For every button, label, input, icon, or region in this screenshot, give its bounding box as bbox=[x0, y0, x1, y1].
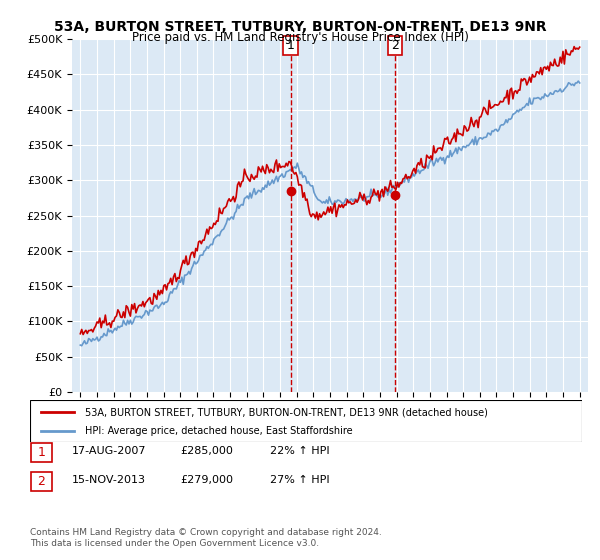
Text: 53A, BURTON STREET, TUTBURY, BURTON-ON-TRENT, DE13 9NR: 53A, BURTON STREET, TUTBURY, BURTON-ON-T… bbox=[53, 20, 547, 34]
Text: 53A, BURTON STREET, TUTBURY, BURTON-ON-TRENT, DE13 9NR (detached house): 53A, BURTON STREET, TUTBURY, BURTON-ON-T… bbox=[85, 407, 488, 417]
Text: Contains HM Land Registry data © Crown copyright and database right 2024.
This d: Contains HM Land Registry data © Crown c… bbox=[30, 528, 382, 548]
Text: 15-NOV-2013: 15-NOV-2013 bbox=[72, 475, 146, 485]
Text: 22% ↑ HPI: 22% ↑ HPI bbox=[270, 446, 329, 456]
Text: Price paid vs. HM Land Registry's House Price Index (HPI): Price paid vs. HM Land Registry's House … bbox=[131, 31, 469, 44]
Text: £279,000: £279,000 bbox=[180, 475, 233, 485]
FancyBboxPatch shape bbox=[31, 443, 52, 462]
Text: 17-AUG-2007: 17-AUG-2007 bbox=[72, 446, 146, 456]
Text: £285,000: £285,000 bbox=[180, 446, 233, 456]
Text: 2: 2 bbox=[37, 475, 46, 488]
FancyBboxPatch shape bbox=[30, 400, 582, 442]
Text: 1: 1 bbox=[37, 446, 46, 459]
Text: 27% ↑ HPI: 27% ↑ HPI bbox=[270, 475, 329, 485]
FancyBboxPatch shape bbox=[31, 472, 52, 491]
Text: 2: 2 bbox=[391, 39, 398, 52]
Text: 1: 1 bbox=[287, 39, 295, 52]
Text: HPI: Average price, detached house, East Staffordshire: HPI: Average price, detached house, East… bbox=[85, 426, 353, 436]
